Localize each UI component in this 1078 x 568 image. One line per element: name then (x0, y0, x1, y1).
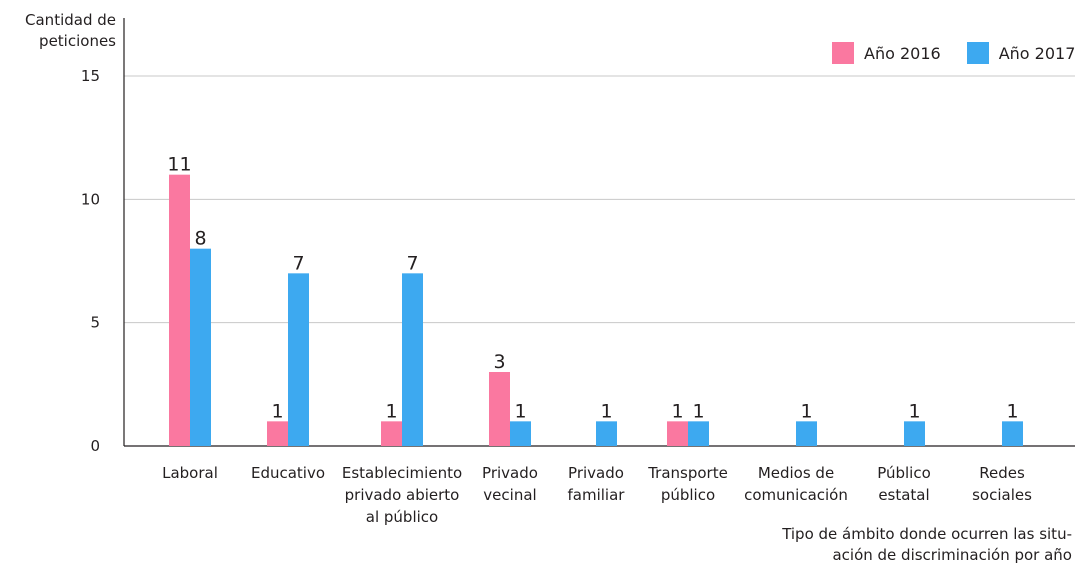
x-tick-label: estatal (878, 486, 929, 504)
x-axis-title: Tipo de ámbito donde ocurren las situ- a… (732, 524, 1072, 566)
x-tick-label: público (661, 486, 715, 504)
bar-año-2017-7 (904, 421, 925, 446)
x-tick-label: Redes (979, 464, 1025, 482)
x-tick-label: Público (877, 464, 931, 482)
bar-año-2017-5 (688, 421, 709, 446)
y-axis-title-line-2: peticiones (39, 32, 116, 50)
y-tick-label-0: 0 (90, 437, 100, 455)
bar-año-2016-5 (667, 421, 688, 446)
data-label: 7 (292, 252, 304, 274)
data-label: 1 (671, 400, 683, 422)
data-label: 1 (385, 400, 397, 422)
legend: Año 2016 Año 2017 (832, 42, 1075, 64)
legend-label-2017: Año 2017 (998, 43, 1076, 63)
bar-año-2017-6 (796, 421, 817, 446)
legend-item-2016: Año 2016 (832, 42, 941, 64)
data-label: 7 (406, 252, 418, 274)
bar-año-2016-2 (381, 421, 402, 446)
x-tick-label: Privado (482, 464, 538, 482)
data-label: 8 (194, 228, 206, 250)
data-label: 1 (271, 400, 283, 422)
x-axis-title-line-2: ación de discriminación por año (832, 546, 1072, 564)
y-tick-label-10: 10 (81, 190, 100, 208)
bar-año-2017-4 (596, 421, 617, 446)
data-label: 1 (800, 400, 812, 422)
x-tick-label: Educativo (251, 464, 325, 482)
y-tick-label-5: 5 (90, 314, 100, 332)
legend-label-2016: Año 2016 (864, 43, 941, 63)
data-label: 1 (1006, 400, 1018, 422)
data-label: 1 (514, 400, 526, 422)
data-label: 1 (692, 400, 704, 422)
x-tick-label: privado abierto (345, 486, 460, 504)
y-axis-title: Cantidad de peticiones (6, 10, 116, 52)
data-label: 1 (600, 400, 612, 422)
bar-año-2016-0 (169, 174, 190, 446)
y-tick-label-15: 15 (81, 67, 100, 85)
x-tick-label: Privado (568, 464, 624, 482)
x-tick-label: Laboral (162, 464, 218, 482)
y-axis-title-line-1: Cantidad de (25, 11, 116, 29)
x-tick-label: familiar (568, 486, 626, 504)
data-label: 1 (908, 400, 920, 422)
x-tick-label: vecinal (483, 486, 536, 504)
bar-año-2017-1 (288, 273, 309, 446)
x-tick-label: al público (366, 508, 438, 526)
bar-año-2017-0 (190, 248, 211, 446)
legend-swatch-2016 (832, 42, 854, 64)
x-tick-label: comunicación (744, 486, 848, 504)
bar-año-2017-3 (510, 421, 531, 446)
bar-año-2016-1 (267, 421, 288, 446)
x-tick-label: Transporte (647, 464, 728, 482)
bar-año-2017-2 (402, 273, 423, 446)
x-tick-label: Establecimiento (342, 464, 462, 482)
x-tick-label: sociales (972, 486, 1032, 504)
bar-año-2017-8 (1002, 421, 1023, 446)
x-axis-title-line-1: Tipo de ámbito donde ocurren las situ- (782, 525, 1072, 543)
legend-swatch-2017 (966, 42, 989, 64)
data-label: 11 (167, 154, 191, 176)
legend-item-2017: Año 2017 (966, 42, 1076, 64)
data-label: 3 (493, 351, 505, 373)
x-tick-label: Medios de (758, 464, 834, 482)
bar-año-2016-3 (489, 372, 510, 446)
